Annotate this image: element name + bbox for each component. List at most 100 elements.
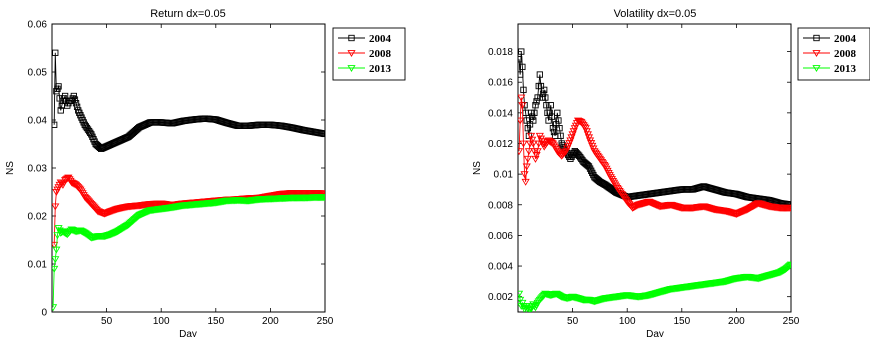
legend-label: 2013 [369, 63, 392, 75]
data-point [73, 103, 81, 110]
data-point [52, 265, 59, 273]
x-tick-label: 150 [673, 316, 690, 327]
data-point [524, 125, 531, 132]
data-point [530, 117, 537, 124]
data-point [559, 142, 566, 149]
x-tick-label: 100 [619, 316, 636, 327]
y-tick-label: 0.002 [488, 292, 513, 303]
data-point [62, 230, 71, 238]
data-point [545, 117, 552, 124]
data-point [523, 117, 530, 124]
data-point [518, 71, 524, 78]
data-point [320, 190, 325, 198]
x-tick-label: 150 [207, 316, 224, 327]
data-point [545, 138, 554, 146]
data-point [538, 94, 546, 101]
data-point [72, 100, 80, 107]
data-point [785, 262, 791, 270]
data-point [585, 163, 593, 170]
data-point [518, 94, 526, 102]
legend-box [332, 27, 406, 81]
data-point [52, 49, 59, 56]
data-point [527, 109, 535, 117]
data-point [734, 210, 743, 218]
data-point [140, 209, 149, 217]
data-point [786, 204, 791, 212]
data-point [583, 161, 590, 168]
data-point [107, 230, 117, 238]
data-point [576, 118, 585, 126]
y-tick-label: 0.006 [488, 231, 513, 242]
data-point [534, 94, 541, 101]
data-point [543, 102, 550, 109]
x-tick-label: 50 [567, 316, 579, 327]
data-point [520, 86, 527, 94]
data-point [106, 231, 116, 239]
data-point [735, 209, 744, 217]
series-group [52, 49, 325, 312]
data-point [738, 208, 748, 216]
data-point [556, 125, 563, 132]
data-point [137, 211, 146, 219]
data-point [528, 136, 537, 144]
data-point [139, 210, 148, 218]
series-line [518, 51, 791, 206]
data-point [733, 210, 742, 218]
y-tick-label: 0 [41, 308, 47, 319]
y-tick-label: 0.018 [488, 47, 513, 58]
data-point [110, 229, 119, 237]
data-point [533, 148, 542, 156]
legend-marker [347, 50, 356, 58]
series-2008 [518, 94, 791, 218]
data-point [546, 109, 553, 117]
y-tick-label: 0.05 [28, 68, 48, 79]
x-tick-label: 50 [101, 316, 113, 327]
data-point [61, 92, 69, 100]
x-tick-label: 250 [317, 316, 334, 327]
data-point [57, 107, 64, 114]
data-point [519, 63, 526, 71]
data-point [554, 109, 561, 117]
data-point [81, 121, 88, 128]
legend: 2004 2008 2013 [332, 27, 406, 81]
data-point [141, 209, 150, 217]
data-point [522, 163, 531, 171]
data-point [523, 155, 532, 163]
x-tick-label: 100 [153, 316, 170, 327]
data-point [55, 83, 62, 90]
plot-area [51, 23, 326, 313]
plot-area [517, 23, 792, 313]
data-point [786, 261, 791, 269]
y-tick-label: 0.01 [28, 260, 48, 271]
data-point [548, 113, 556, 120]
data-point [536, 71, 543, 78]
data-point [739, 207, 749, 215]
y-axis-label: NS [472, 161, 483, 175]
y-tick-label: 0.04 [28, 116, 48, 127]
data-point [521, 178, 530, 186]
x-tick-label: 200 [728, 316, 745, 327]
data-point [588, 167, 595, 174]
data-point [144, 208, 153, 216]
data-point [526, 121, 534, 128]
y-tick-label: 0.03 [28, 164, 48, 175]
data-point [553, 121, 560, 128]
data-point [321, 130, 325, 138]
data-point [524, 148, 534, 156]
data-point [533, 98, 540, 105]
legend-label: 2008 [369, 48, 392, 60]
data-point [537, 82, 545, 90]
y-tick-label: 0.06 [28, 20, 48, 31]
data-point [549, 125, 557, 132]
legend-label: 2008 [834, 48, 857, 60]
data-point [547, 102, 554, 109]
y-tick-label: 0.016 [488, 78, 513, 89]
return-chart: 50 100 150 200 250 0 0.01 0.02 0.03 0.04 0.05 0.06 R… [5, 8, 406, 337]
data-point [138, 210, 147, 218]
legend-marker [813, 34, 820, 42]
data-point [142, 208, 152, 216]
data-point [53, 232, 62, 240]
data-point [586, 165, 594, 172]
data-point [111, 229, 120, 237]
